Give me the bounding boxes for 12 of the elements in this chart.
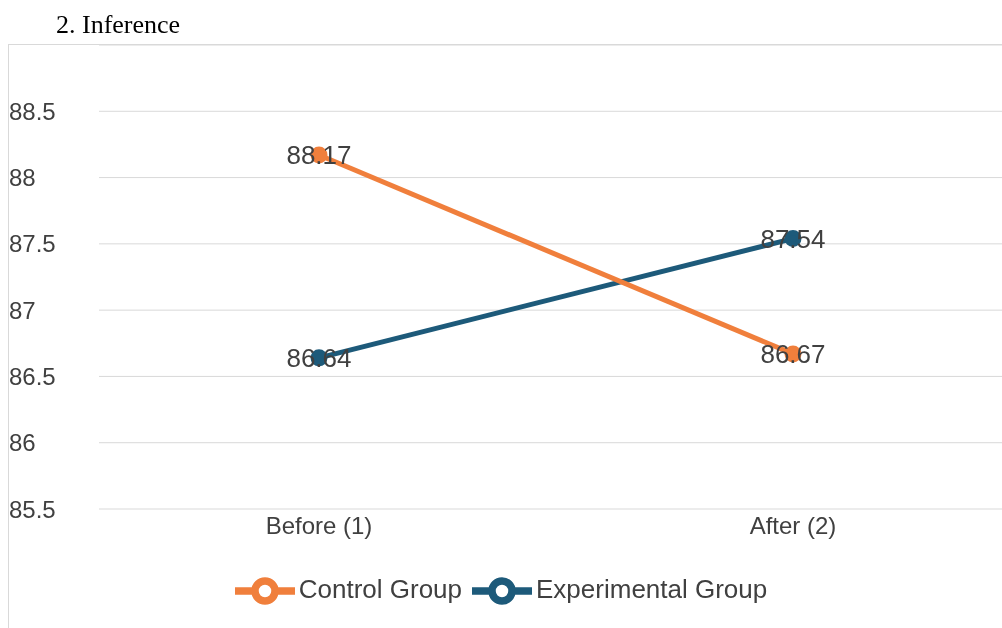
y-tick-label: 86 <box>9 429 36 457</box>
y-tick-label: 86.5 <box>9 362 56 390</box>
y-tick-label: 87.5 <box>9 230 56 258</box>
x-tick-label: After (2) <box>749 512 837 540</box>
x-tick-label: Before (1) <box>265 512 373 540</box>
y-tick-label: 88.5 <box>9 97 56 125</box>
legend-label: Experimental Group <box>536 573 768 604</box>
legend-label: Control Group <box>298 573 463 604</box>
chart-title: 2. Inference <box>56 10 181 40</box>
y-tick-label: 87 <box>9 296 36 324</box>
y-tick-label: 88 <box>9 164 36 192</box>
y-tick-label: 85.5 <box>9 495 56 523</box>
